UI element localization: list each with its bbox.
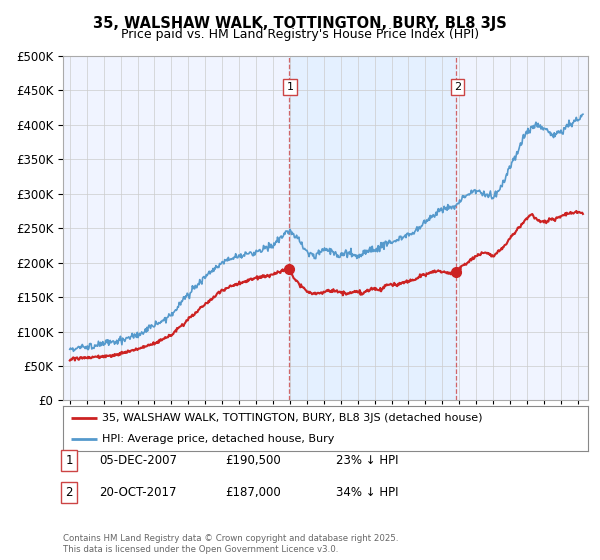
Text: Price paid vs. HM Land Registry's House Price Index (HPI): Price paid vs. HM Land Registry's House … [121, 28, 479, 41]
Text: 1: 1 [65, 454, 73, 467]
Text: 23% ↓ HPI: 23% ↓ HPI [336, 454, 398, 467]
Text: 2: 2 [65, 486, 73, 500]
Text: 05-DEC-2007: 05-DEC-2007 [99, 454, 177, 467]
Text: 20-OCT-2017: 20-OCT-2017 [99, 486, 176, 500]
Text: 1: 1 [287, 82, 294, 92]
Text: Contains HM Land Registry data © Crown copyright and database right 2025.
This d: Contains HM Land Registry data © Crown c… [63, 534, 398, 554]
Text: £187,000: £187,000 [225, 486, 281, 500]
Text: 34% ↓ HPI: 34% ↓ HPI [336, 486, 398, 500]
Bar [289, 56, 456, 400]
Text: 35, WALSHAW WALK, TOTTINGTON, BURY, BL8 3JS: 35, WALSHAW WALK, TOTTINGTON, BURY, BL8 … [93, 16, 507, 31]
Text: HPI: Average price, detached house, Bury: HPI: Average price, detached house, Bury [103, 433, 335, 444]
Text: 35, WALSHAW WALK, TOTTINGTON, BURY, BL8 3JS (detached house): 35, WALSHAW WALK, TOTTINGTON, BURY, BL8 … [103, 413, 483, 423]
Text: £190,500: £190,500 [225, 454, 281, 467]
Text: 2: 2 [454, 82, 461, 92]
